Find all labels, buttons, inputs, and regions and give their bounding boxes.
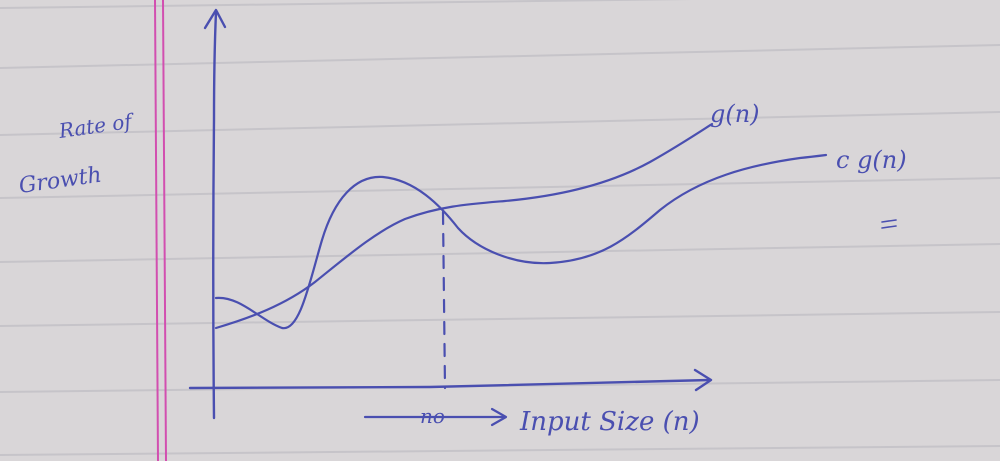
stray-mark (881, 219, 897, 229)
x-axis (188, 368, 713, 392)
x-axis-label: Input Size (n) (519, 407, 700, 437)
y-axis-label-line1: Rate of (56, 109, 136, 144)
margin-lines (154, 0, 167, 461)
curve-lower-label: c g(n) (836, 146, 907, 174)
curve-c-g-n (214, 153, 828, 330)
y-axis (203, 8, 227, 420)
n0-dashed-line (441, 210, 447, 390)
x-label-arrow (363, 407, 508, 427)
curve-g-n (214, 122, 714, 330)
n0-label: no (420, 404, 445, 428)
curve-upper-label: g(n) (710, 100, 760, 128)
y-axis-label-line2: Growth (17, 163, 103, 199)
